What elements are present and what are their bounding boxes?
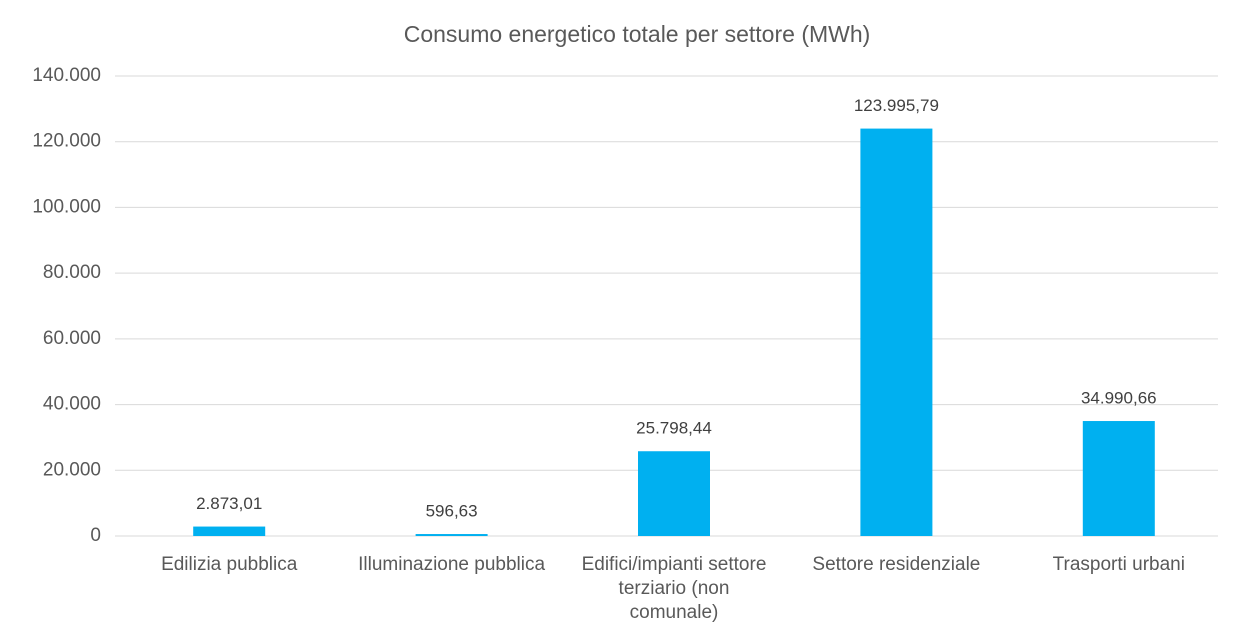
x-tick-label: Trasporti urbani (1052, 554, 1185, 575)
x-tick-label: Settore residenziale (812, 554, 981, 575)
x-tick-label: Edifici/impianti settore terziario (non … (581, 554, 767, 623)
bar (638, 451, 710, 536)
y-tick-label: 60.000 (43, 328, 101, 349)
value-label: 123.995,79 (854, 96, 939, 115)
value-label: 596,63 (426, 502, 478, 521)
y-tick-label: 20.000 (43, 459, 101, 480)
y-tick-label: 140.000 (32, 65, 101, 86)
bar (415, 534, 488, 536)
x-tick-label: Edilizia pubblica (161, 554, 298, 575)
y-tick-label: 120.000 (32, 131, 101, 152)
y-tick-label: 100.000 (32, 196, 101, 217)
chart-title: Consumo energetico totale per settore (M… (404, 21, 871, 47)
bar (1082, 421, 1155, 536)
bar (193, 526, 266, 536)
value-label: 2.873,01 (196, 494, 262, 513)
y-tick-label: 40.000 (43, 394, 101, 415)
value-label: 34.990,66 (1081, 389, 1157, 408)
x-tick-label: Illuminazione pubblica (358, 554, 546, 575)
y-tick-label: 80.000 (43, 262, 101, 283)
value-label: 25.798,44 (636, 419, 712, 438)
bar (860, 128, 933, 536)
y-tick-label: 0 (90, 525, 101, 546)
